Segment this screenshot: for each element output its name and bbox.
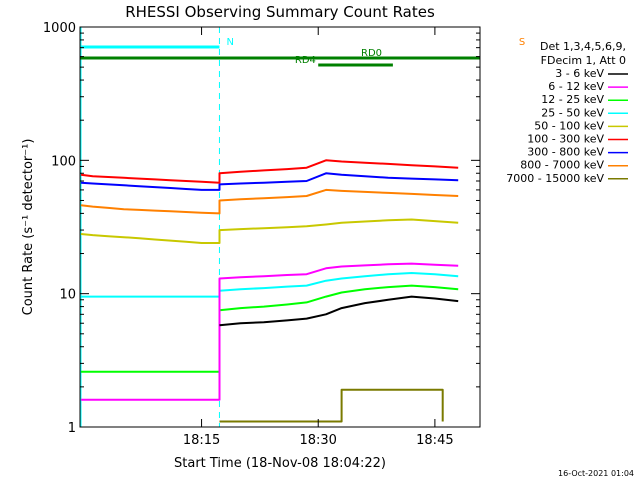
series-line-12-25-kev (81, 284, 459, 373)
legend: Det 1,3,4,5,6,9, FDecim 1, Att 0 3 - 6 k… (506, 40, 628, 185)
axis-ticks: 18:15 18:30 18:45 1 10 100 1000 (43, 21, 480, 448)
legend-label-300-800-kev: 300 - 800 keV (527, 146, 604, 159)
x-axis-label: Start Time (18-Nov-08 18:04:22) (174, 456, 386, 471)
y-tick-label: 1 (68, 421, 76, 436)
series-line-800-7000-kev (80, 188, 459, 215)
series-line-100-300-kev (80, 159, 459, 184)
footer-timestamp: 16-Oct-2021 01:04 (558, 469, 634, 478)
legend-label-100-300-kev: 100 - 300 keV (527, 133, 604, 146)
y-tick-label: 10 (59, 288, 76, 303)
legend-label-25-50-kev: 25 - 50 keV (541, 106, 604, 119)
y-tick-label: 1000 (43, 21, 76, 36)
legend-label-12-25-kev: 12 - 25 keV (541, 93, 604, 106)
legend-label-7000-15000-kev: 7000 - 15000 keV (506, 172, 604, 185)
series-line-50-100-kev (80, 218, 459, 244)
series-line-300-800-kev (80, 172, 459, 191)
annotation-n-label: N (226, 37, 233, 48)
annotation-s-label: S (519, 37, 525, 48)
series-line-7000-15000-kev (219, 388, 444, 423)
legend-label-3-6-kev: 3 - 6 keV (555, 67, 604, 80)
series-line-3-6-kev (219, 295, 459, 327)
legend-label-800-7000-kev: 800 - 7000 keV (520, 159, 604, 172)
x-tick-label: 18:45 (416, 433, 453, 448)
series-layer (80, 159, 459, 423)
x-tick-label: 18:15 (183, 433, 220, 448)
x-tick-label: 18:30 (299, 433, 336, 448)
annotation-rd4-label: RD4 (295, 55, 316, 66)
annotation-rd0-label: RD0 (361, 48, 382, 59)
y-axis-label: Count Rate (s⁻¹ detector⁻¹) (21, 139, 36, 316)
plot-frame (79, 26, 481, 428)
legend-header-line-2: FDecim 1, Att 0 (541, 54, 626, 67)
series-line-25-50-kev (81, 272, 459, 298)
y-tick-label: 100 (51, 154, 76, 169)
series-line-6-12-kev (81, 262, 459, 401)
legend-header-line-1: Det 1,3,4,5,6,9, (540, 40, 626, 53)
legend-label-6-12-kev: 6 - 12 keV (548, 80, 604, 93)
chart-title: RHESSI Observing Summary Count Rates (125, 3, 435, 21)
legend-label-50-100-kev: 50 - 100 keV (534, 119, 604, 132)
